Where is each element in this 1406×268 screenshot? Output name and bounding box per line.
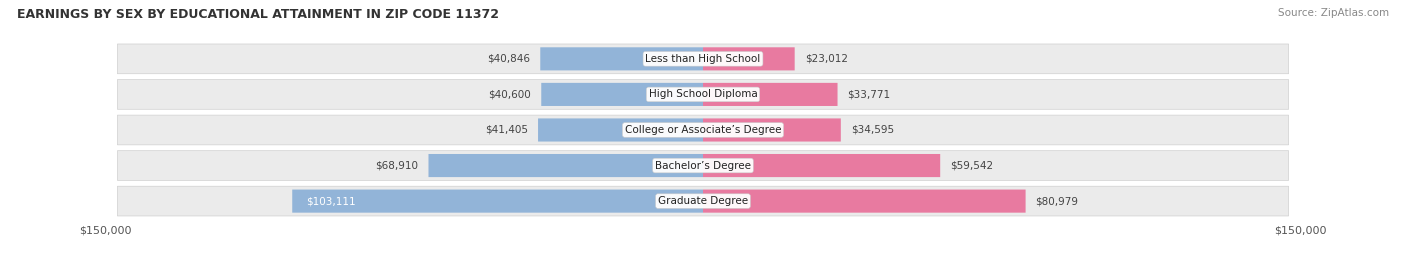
FancyBboxPatch shape [703, 118, 841, 142]
Text: $103,111: $103,111 [307, 196, 356, 206]
Text: $40,846: $40,846 [488, 54, 530, 64]
FancyBboxPatch shape [429, 154, 703, 177]
Text: $23,012: $23,012 [804, 54, 848, 64]
Text: Graduate Degree: Graduate Degree [658, 196, 748, 206]
Text: $59,542: $59,542 [950, 161, 993, 170]
Text: $34,595: $34,595 [851, 125, 894, 135]
Text: Less than High School: Less than High School [645, 54, 761, 64]
Text: $68,910: $68,910 [375, 161, 419, 170]
FancyBboxPatch shape [541, 83, 703, 106]
FancyBboxPatch shape [117, 80, 1289, 109]
Text: $40,600: $40,600 [488, 90, 531, 99]
FancyBboxPatch shape [540, 47, 703, 70]
Text: $80,979: $80,979 [1036, 196, 1078, 206]
FancyBboxPatch shape [117, 115, 1289, 145]
FancyBboxPatch shape [703, 83, 838, 106]
Text: $33,771: $33,771 [848, 90, 890, 99]
Text: $41,405: $41,405 [485, 125, 529, 135]
Text: EARNINGS BY SEX BY EDUCATIONAL ATTAINMENT IN ZIP CODE 11372: EARNINGS BY SEX BY EDUCATIONAL ATTAINMEN… [17, 8, 499, 21]
FancyBboxPatch shape [703, 189, 1025, 213]
Text: College or Associate’s Degree: College or Associate’s Degree [624, 125, 782, 135]
Text: Source: ZipAtlas.com: Source: ZipAtlas.com [1278, 8, 1389, 18]
FancyBboxPatch shape [703, 47, 794, 70]
FancyBboxPatch shape [117, 186, 1289, 216]
FancyBboxPatch shape [117, 44, 1289, 74]
Text: High School Diploma: High School Diploma [648, 90, 758, 99]
FancyBboxPatch shape [703, 154, 941, 177]
FancyBboxPatch shape [292, 189, 703, 213]
FancyBboxPatch shape [117, 151, 1289, 180]
Text: Bachelor’s Degree: Bachelor’s Degree [655, 161, 751, 170]
FancyBboxPatch shape [538, 118, 703, 142]
